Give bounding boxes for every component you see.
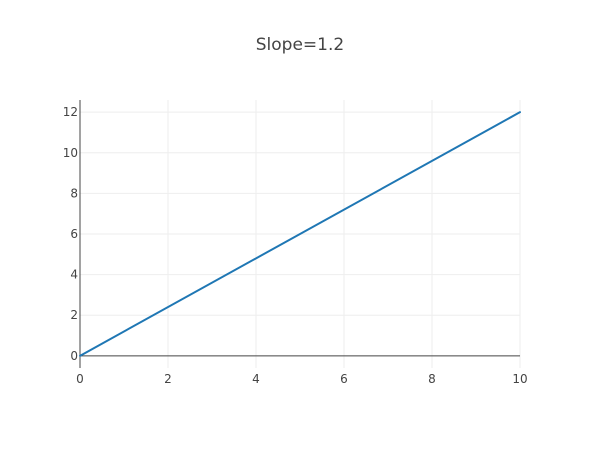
y-tick-label: 6 <box>70 227 78 241</box>
x-tick-label: 8 <box>428 372 436 386</box>
y-tick-label: 12 <box>63 105 78 119</box>
y-tick-label: 8 <box>70 186 78 200</box>
y-tick-label: 0 <box>70 349 78 363</box>
y-tick-label: 2 <box>70 308 78 322</box>
series-line <box>79 111 521 357</box>
series-layer <box>79 111 521 357</box>
tick-label-layer: 0 2 4 6 8 10 0 2 4 6 8 10 12 <box>63 105 528 386</box>
x-tick-label: 10 <box>512 372 527 386</box>
y-tick-label: 10 <box>63 146 78 160</box>
y-tick-label: 4 <box>70 268 78 282</box>
x-tick-label: 0 <box>76 372 84 386</box>
x-tick-label: 2 <box>164 372 172 386</box>
x-tick-label: 4 <box>252 372 260 386</box>
axis-layer <box>79 100 520 368</box>
x-tick-label: 6 <box>340 372 348 386</box>
chart-title: Slope=1.2 <box>256 35 344 55</box>
